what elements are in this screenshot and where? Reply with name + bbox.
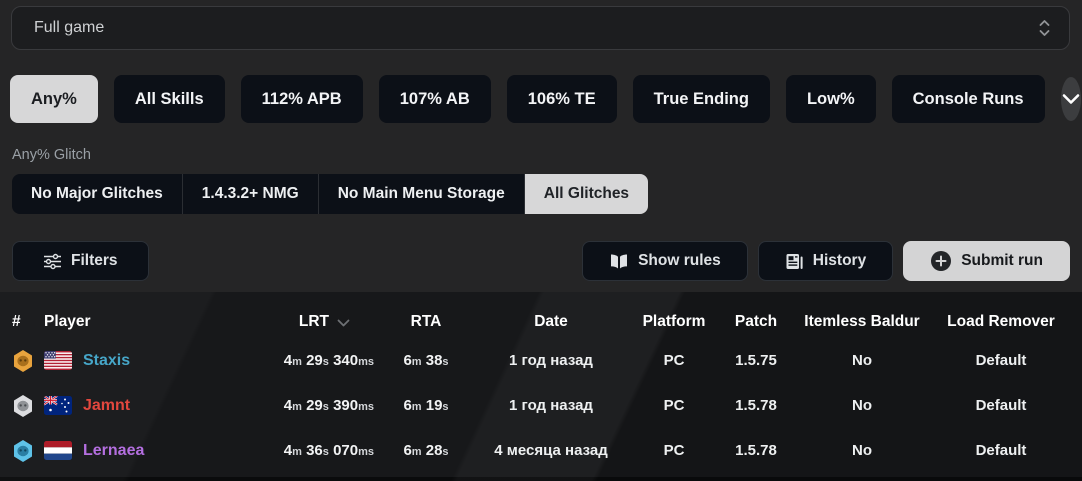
sort-chevron-down-icon [337, 319, 350, 326]
show-rules-button[interactable]: Show rules [582, 241, 748, 281]
col-rta: RTA [410, 312, 442, 330]
player-link[interactable]: Lernaea [83, 441, 145, 459]
load-remover-cell: Default [975, 397, 1027, 414]
load-remover-cell: Default [975, 352, 1027, 369]
lrt-cell: 4m 29s 390ms [283, 397, 374, 414]
trophy-silver-icon [14, 394, 32, 417]
date-cell: 1 год назад [509, 352, 593, 369]
submit-run-button[interactable]: Submit run [903, 241, 1070, 281]
col-lrt-sort[interactable]: LRT [240, 313, 380, 331]
date-cell: 4 месяца назад [494, 442, 608, 459]
rank-cell [12, 349, 44, 373]
platform-cell: PC [663, 352, 685, 369]
itemless-baldur-cell: No [852, 352, 872, 369]
col-patch: Patch [734, 312, 778, 330]
category-tabs: Any% All Skills 112% APB 107% AB 106% TE… [10, 75, 1081, 123]
col-platform: Platform [642, 312, 706, 330]
player-cell: Staxis [44, 351, 240, 370]
player-cell: Lernaea [44, 441, 240, 460]
submit-run-label: Submit run [961, 252, 1043, 269]
updown-chevron-icon [1039, 20, 1050, 36]
full-game-select-value: Full game [34, 19, 105, 36]
flag-nl-icon [44, 441, 72, 460]
filters-button[interactable]: Filters [12, 241, 149, 281]
subcategory-label: Any% Glitch [12, 147, 91, 163]
col-load-remover: Load Remover [947, 312, 1055, 330]
lrt-cell: 4m 29s 340ms [283, 352, 374, 369]
trophy-gold-icon [14, 349, 32, 372]
tab-106-te[interactable]: 106% TE [506, 75, 617, 123]
actions-row: Filters Show rules History Submit run [12, 241, 1070, 281]
leaderboard-header: # Player LRT RTA Date Platform Patch Ite… [0, 305, 1082, 338]
tab-all-skills[interactable]: All Skills [113, 75, 225, 123]
col-rank: # [12, 312, 21, 330]
flag-us-icon [44, 351, 72, 370]
patch-cell: 1.5.78 [735, 397, 777, 414]
subtab-1432-nmg[interactable]: 1.4.3.2+ NMG [182, 174, 319, 214]
subtab-no-major-glitches[interactable]: No Major Glitches [12, 174, 183, 214]
patch-cell: 1.5.78 [735, 442, 777, 459]
col-itemless-baldur: Itemless Baldur [804, 312, 920, 330]
show-rules-label: Show rules [638, 252, 721, 269]
rta-cell: 6m 28s [403, 442, 449, 459]
sliders-icon [44, 253, 61, 269]
platform-cell: PC [663, 442, 685, 459]
flag-au-icon [44, 396, 72, 415]
table-row[interactable]: Staxis 4m 29s 340ms 6m 38s 1 год назад P… [0, 338, 1082, 383]
player-link[interactable]: Staxis [83, 351, 131, 369]
subcategory-tabs: No Major Glitches 1.4.3.2+ NMG No Main M… [12, 174, 649, 214]
filters-label: Filters [71, 252, 118, 269]
history-label: History [812, 252, 867, 269]
table-row[interactable]: Lernaea 4m 36s 070ms 6m 28s 4 месяца наз… [0, 428, 1082, 473]
patch-cell: 1.5.75 [735, 352, 777, 369]
tab-low-percent[interactable]: Low% [785, 75, 876, 123]
player-cell: Jamnt [44, 396, 240, 415]
load-remover-cell: Default [975, 442, 1027, 459]
table-row[interactable]: Jamnt 4m 29s 390ms 6m 19s 1 год назад PC… [0, 383, 1082, 428]
itemless-baldur-cell: No [852, 442, 872, 459]
itemless-baldur-cell: No [852, 397, 872, 414]
chevron-down-icon [1062, 94, 1079, 104]
plus-circle-icon [931, 251, 952, 271]
expand-categories-button[interactable] [1060, 77, 1081, 121]
subtab-all-glitches[interactable]: All Glitches [524, 174, 649, 214]
trophy-blue-icon [14, 439, 32, 462]
newspaper-icon [786, 253, 803, 269]
rta-cell: 6m 38s [403, 352, 449, 369]
leaderboard: # Player LRT RTA Date Platform Patch Ite… [0, 292, 1082, 481]
subtab-no-main-menu-storage[interactable]: No Main Menu Storage [318, 174, 525, 214]
tab-107-ab[interactable]: 107% AB [378, 75, 491, 123]
open-book-icon [611, 254, 628, 268]
tab-112-apb[interactable]: 112% APB [240, 75, 363, 123]
col-player: Player [44, 312, 91, 330]
rta-cell: 6m 19s [403, 397, 449, 414]
lrt-cell: 4m 36s 070ms [283, 442, 374, 459]
col-date: Date [534, 312, 568, 330]
col-lrt-label: LRT [298, 312, 329, 330]
date-cell: 1 год назад [509, 397, 593, 414]
tab-any-percent[interactable]: Any% [10, 75, 98, 123]
history-button[interactable]: History [757, 241, 894, 281]
player-link[interactable]: Jamnt [83, 396, 131, 414]
full-game-select[interactable]: Full game [11, 6, 1070, 50]
platform-cell: PC [663, 397, 685, 414]
tab-console-runs[interactable]: Console Runs [891, 75, 1045, 123]
rank-cell [12, 439, 44, 463]
tab-true-ending[interactable]: True Ending [632, 75, 770, 123]
rank-cell [12, 394, 44, 418]
